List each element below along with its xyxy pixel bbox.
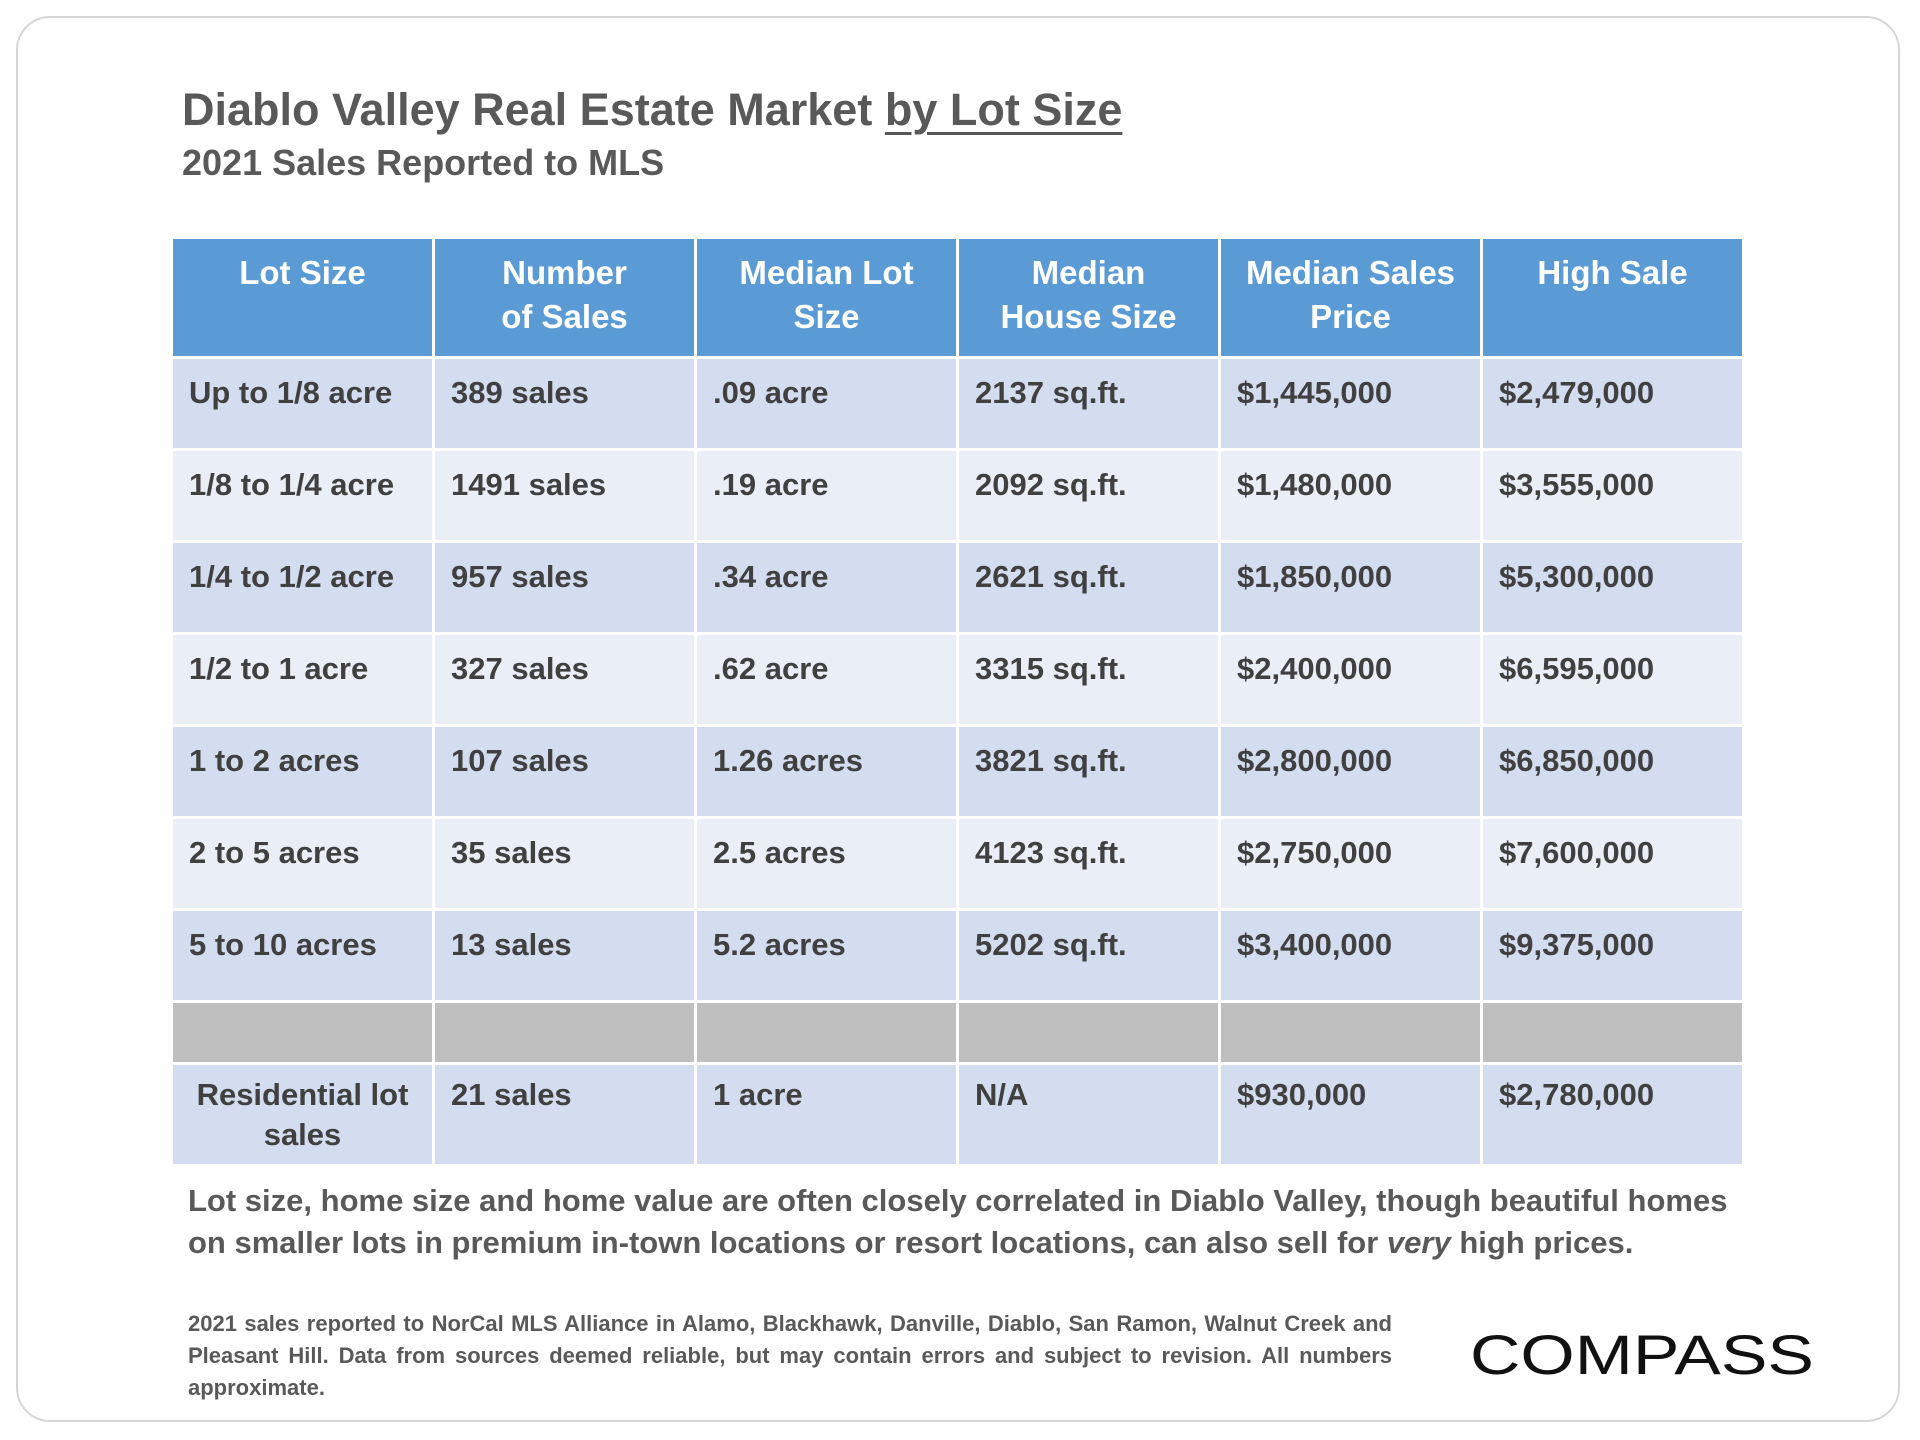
cell-number-of-sales: 107 sales [432, 724, 697, 819]
cell-median-sales-price: $1,480,000 [1218, 448, 1483, 543]
compass-logo: COMPASS [1470, 1323, 1814, 1386]
page-title: Diablo Valley Real Estate Market by Lot … [182, 84, 1122, 136]
table-row: 2 to 5 acres 35 sales 2.5 acres 4123 sq.… [170, 816, 1745, 911]
cell-number-of-sales: 327 sales [432, 632, 697, 727]
cell-lot-size: Up to 1/8 acre [170, 356, 435, 451]
cell-median-house-size: 2137 sq.ft. [956, 356, 1221, 451]
table-row: 5 to 10 acres 13 sales 5.2 acres 5202 sq… [170, 908, 1745, 1003]
cell-median-lot-size: 5.2 acres [694, 908, 959, 1003]
cell-high-sale: $7,600,000 [1480, 816, 1745, 911]
cell-median-sales-price: $930,000 [1218, 1062, 1483, 1167]
cell-number-of-sales: 13 sales [432, 908, 697, 1003]
cell-median-lot-size: .19 acre [694, 448, 959, 543]
spacer-row [170, 1000, 1745, 1065]
compass-logo-text: COMPASS [1470, 1323, 1814, 1386]
lot-size-table: Lot Size Number of Sales Median Lot Size M… [170, 236, 1745, 1167]
header-median-sales-price: Median Sales Price [1218, 236, 1483, 359]
cell-lot-size: Residential lot sales [170, 1062, 435, 1167]
cell-lot-size: 5 to 10 acres [170, 908, 435, 1003]
cell-median-sales-price: $1,850,000 [1218, 540, 1483, 635]
page-subtitle: 2021 Sales Reported to MLS [182, 142, 665, 183]
cell-high-sale: $6,595,000 [1480, 632, 1745, 727]
header-median-lot-size: Median Lot Size [694, 236, 959, 359]
cell-median-lot-size: 1.26 acres [694, 724, 959, 819]
cell-median-lot-size: .09 acre [694, 356, 959, 451]
cell-median-house-size: 4123 sq.ft. [956, 816, 1221, 911]
table-row: 1/8 to 1/4 acre 1491 sales .19 acre 2092… [170, 448, 1745, 543]
cell-high-sale: $2,780,000 [1480, 1062, 1745, 1167]
cell-high-sale: $6,850,000 [1480, 724, 1745, 819]
cell-number-of-sales: 21 sales [432, 1062, 697, 1167]
cell-median-lot-size: 2.5 acres [694, 816, 959, 911]
table-row: 1 to 2 acres 107 sales 1.26 acres 3821 s… [170, 724, 1745, 819]
cell-median-sales-price: $2,400,000 [1218, 632, 1483, 727]
cell-median-house-size: 3821 sq.ft. [956, 724, 1221, 819]
header-lot-size: Lot Size [170, 236, 435, 359]
source-footnote: 2021 sales reported to NorCal MLS Allian… [188, 1311, 1392, 1400]
cell-high-sale: $3,555,000 [1480, 448, 1745, 543]
cell-high-sale: $2,479,000 [1480, 356, 1745, 451]
residential-lot-row: Residential lot sales 21 sales 1 acre N/A… [170, 1062, 1745, 1167]
table-row: Up to 1/8 acre 389 sales .09 acre 2137 s… [170, 356, 1745, 451]
header-high-sale: High Sale [1480, 236, 1745, 359]
cell-lot-size: 2 to 5 acres [170, 816, 435, 911]
cell-median-house-size: 3315 sq.ft. [956, 632, 1221, 727]
cell-median-sales-price: $2,800,000 [1218, 724, 1483, 819]
cell-median-sales-price: $2,750,000 [1218, 816, 1483, 911]
cell-median-house-size: 5202 sq.ft. [956, 908, 1221, 1003]
cell-lot-size: 1/2 to 1 acre [170, 632, 435, 727]
title-main: Diablo Valley Real Estate Market [182, 84, 873, 135]
commentary-note: Lot size, home size and home value are o… [188, 1183, 1728, 1260]
title-underlined: by Lot Size [884, 84, 1123, 135]
header-row: Lot Size Number of Sales Median Lot Size M… [170, 236, 1745, 359]
cell-median-lot-size: 1 acre [694, 1062, 959, 1167]
table-row: 1/4 to 1/2 acre 957 sales .34 acre 2621 … [170, 540, 1745, 635]
cell-number-of-sales: 35 sales [432, 816, 697, 911]
cell-median-house-size: 2621 sq.ft. [956, 540, 1221, 635]
cell-median-lot-size: .62 acre [694, 632, 959, 727]
cell-lot-size: 1/4 to 1/2 acre [170, 540, 435, 635]
cell-number-of-sales: 957 sales [432, 540, 697, 635]
cell-median-sales-price: $3,400,000 [1218, 908, 1483, 1003]
emphasis-word: very [1386, 1225, 1451, 1260]
cell-median-sales-price: $1,445,000 [1218, 356, 1483, 451]
cell-high-sale: $5,300,000 [1480, 540, 1745, 635]
cell-median-house-size: 2092 sq.ft. [956, 448, 1221, 543]
cell-median-lot-size: .34 acre [694, 540, 959, 635]
header-median-house-size: Median House Size [956, 236, 1221, 359]
cell-lot-size: 1 to 2 acres [170, 724, 435, 819]
header-number-of-sales: Number of Sales [432, 236, 697, 359]
cell-median-house-size: N/A [956, 1062, 1221, 1167]
cell-number-of-sales: 389 sales [432, 356, 697, 451]
cell-high-sale: $9,375,000 [1480, 908, 1745, 1003]
table-row: 1/2 to 1 acre 327 sales .62 acre 3315 sq… [170, 632, 1745, 727]
cell-number-of-sales: 1491 sales [432, 448, 697, 543]
cell-lot-size: 1/8 to 1/4 acre [170, 448, 435, 543]
